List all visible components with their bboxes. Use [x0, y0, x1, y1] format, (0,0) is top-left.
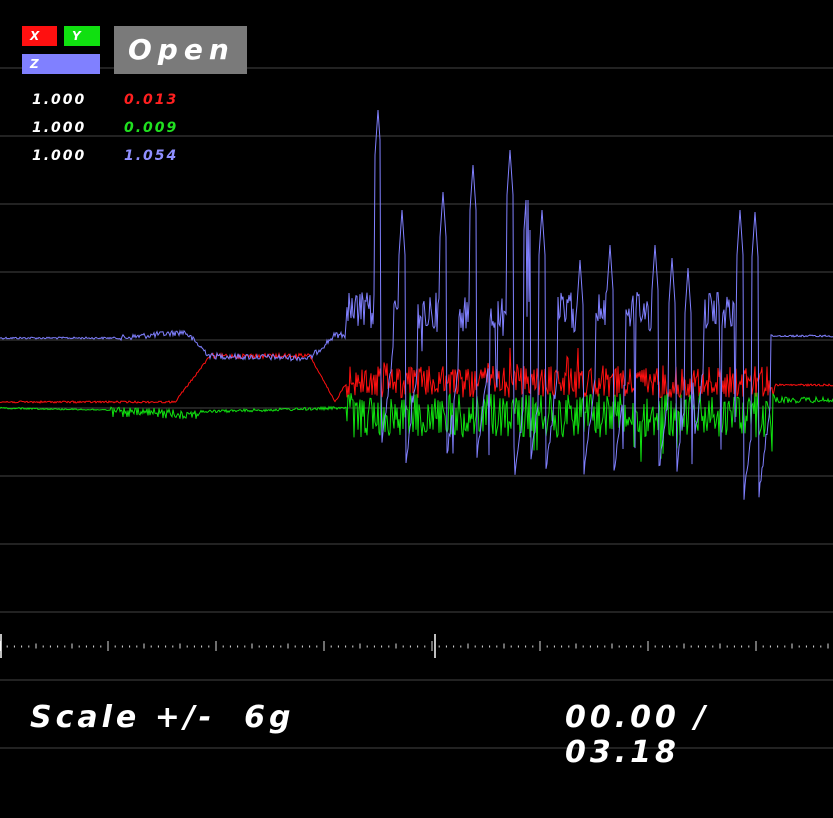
y-series-line	[0, 392, 833, 462]
y-scale-readout: 1.000	[32, 120, 87, 136]
z-series-line	[0, 109, 833, 500]
z-scale-readout: 1.000	[32, 148, 87, 164]
x-series-line	[0, 347, 833, 404]
timeline-ruler[interactable]	[0, 634, 829, 658]
x-axis-toggle[interactable]: X	[22, 26, 57, 46]
x-value-readout: 0.013	[124, 92, 179, 108]
z-axis-toggle[interactable]: Z	[22, 54, 100, 74]
z-value-readout: 1.054	[124, 148, 179, 164]
y-value-readout: 0.009	[124, 120, 179, 136]
open-button[interactable]: Open	[114, 26, 247, 74]
scale-label: Scale +/- 6g	[30, 700, 295, 735]
time-label: 00.00 / 03.18	[565, 700, 710, 770]
x-scale-readout: 1.000	[32, 92, 87, 108]
y-axis-toggle[interactable]: Y	[64, 26, 100, 46]
